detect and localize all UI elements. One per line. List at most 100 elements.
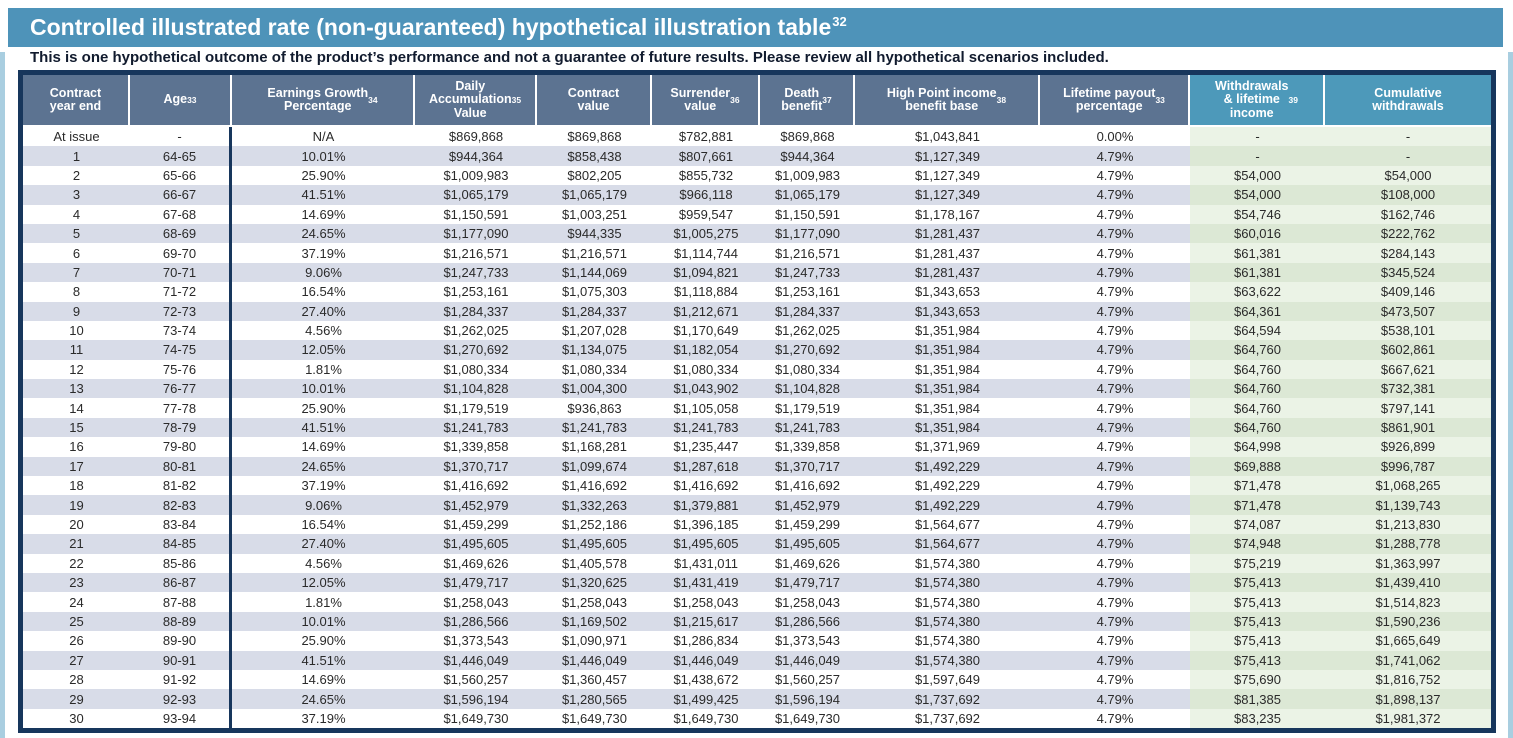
table-cell: 4.79% [1096, 710, 1134, 726]
table-cell: 4.79% [1096, 691, 1134, 707]
table-cell: 4.79% [1096, 594, 1134, 610]
table-cell: $1,281,437 [914, 245, 981, 261]
table-cell: 4.79% [1096, 400, 1134, 416]
table-cell: $284,143 [1325, 243, 1491, 263]
table-cell: 4.79% [1096, 264, 1134, 280]
table-cell: $64,760 [1190, 379, 1325, 399]
table-cell: $1,514,823 [1325, 592, 1491, 612]
table-cell: 4.79% [1096, 458, 1134, 474]
table-cell: $1,495,605 [673, 536, 739, 552]
table-cell: 3 [72, 187, 81, 203]
table-cell: $1,127,349 [914, 167, 981, 183]
table-row: 17 80-81 24.65% $1,370,717 $1,099,674 $1,287,… [23, 456, 1491, 477]
table-cell: $1,446,049 [673, 652, 739, 668]
table-cell: 70-71 [130, 262, 232, 283]
col-header-withdrawals-lifetime-income: Withdrawals & lifetime income 39 [1190, 75, 1325, 125]
table-cell: $1,043,841 [914, 129, 981, 145]
col-header-label: Daily Accumulation Value [428, 78, 512, 120]
table-cell: $162,746 [1325, 204, 1491, 224]
table-cell: 81-82 [130, 476, 232, 496]
table-row: 14 77-78 25.90% $1,179,519 $936,863 $1,105,05… [23, 398, 1491, 418]
table-cell: 11 [69, 342, 84, 358]
table-cell: $69,888 [1190, 456, 1325, 477]
table-cell: 4.79% [1096, 672, 1134, 688]
table-cell: - [1190, 146, 1325, 166]
table-cell: 21 [69, 536, 84, 552]
table-cell: 73-74 [130, 320, 232, 341]
table-cell: $64,760 [1190, 398, 1325, 418]
table-cell: $1,351,984 [914, 323, 981, 339]
table-cell: $1,898,137 [1325, 689, 1491, 709]
table-cell: 0.00% [1096, 129, 1134, 145]
table-cell: $75,413 [1190, 650, 1325, 670]
table-cell: $1,178,167 [914, 206, 981, 222]
table-row: 7 70-71 9.06% $1,247,733 $1,144,069 $1,094,82… [23, 262, 1491, 283]
table-cell: $1,235,447 [673, 439, 739, 455]
table-cell: 24.65% [301, 691, 346, 707]
table-cell: 5 [72, 226, 81, 242]
table-row: 1 64-65 10.01% $944,364 $858,438 $807,661 $944… [23, 146, 1491, 166]
table-cell: 2 [72, 167, 81, 183]
table-cell: $74,087 [1190, 514, 1325, 535]
table-cell: 74-75 [130, 340, 232, 360]
table-cell: $1,068,265 [1325, 476, 1491, 496]
table-cell: 1 [72, 148, 81, 164]
table-cell: 4.79% [1096, 439, 1134, 455]
table-cell: $1,416,692 [443, 478, 509, 494]
table-row: 2 65-66 25.90% $1,009,983 $802,205 $855,732 $1… [23, 165, 1491, 186]
table-cell: $1,104,828 [774, 381, 841, 397]
table-cell: $54,746 [1190, 204, 1325, 224]
table-cell: 4.79% [1096, 323, 1134, 339]
table-cell: 12.05% [301, 575, 346, 591]
table-cell: 27 [69, 652, 84, 668]
table-row: 5 68-69 24.65% $1,177,090 $944,335 $1,005,275… [23, 223, 1491, 244]
table-cell: $64,361 [1190, 301, 1325, 321]
col-header-label: Age [163, 92, 188, 107]
table-cell: $1,649,730 [673, 710, 739, 726]
table-cell: 10 [69, 323, 84, 339]
table-cell: 9.06% [305, 264, 342, 280]
table-row: 20 83-84 16.54% $1,459,299 $1,252,186 $1,396,… [23, 514, 1491, 535]
table-cell: $1,596,194 [774, 691, 841, 707]
table-cell: $1,216,571 [774, 245, 841, 261]
table-cell: 41.51% [301, 652, 346, 668]
table-row: 8 71-72 16.54% $1,253,161 $1,075,303 $1,118,8… [23, 282, 1491, 302]
table-cell: $64,760 [1190, 417, 1325, 438]
table-row: 28 91-92 14.69% $1,560,257 $1,360,457 $1,438,… [23, 669, 1491, 690]
table-cell: 91-92 [130, 669, 232, 690]
table-cell: $1,258,043 [561, 594, 628, 610]
table-cell: $1,446,049 [443, 652, 509, 668]
col-header-earnings-growth-percentage: Earnings Growth Percentage 34 [232, 75, 415, 125]
table-cell: $1,009,983 [774, 167, 841, 183]
table-cell: $1,370,717 [443, 458, 509, 474]
table-cell: $1,446,049 [774, 652, 841, 668]
table-cell: 71-72 [130, 282, 232, 302]
table-row: 19 82-83 9.06% $1,452,979 $1,332,263 $1,379,8… [23, 495, 1491, 515]
table-cell: $944,364 [448, 148, 504, 164]
table-cell: $1,479,717 [774, 575, 841, 591]
table-cell: $1,168,281 [561, 439, 628, 455]
table-cell: $1,065,179 [561, 187, 628, 203]
table-cell: $1,351,984 [914, 342, 981, 358]
col-header-cumulative-withdrawals: Cumulative withdrawals [1325, 75, 1491, 125]
table-cell: $1,439,410 [1325, 572, 1491, 593]
table-cell: 4.79% [1096, 613, 1134, 629]
table-cell: $1,363,997 [1325, 553, 1491, 573]
table-cell: $1,281,437 [914, 226, 981, 242]
title-footnote-ref: 32 [832, 14, 847, 30]
table-cell: $1,009,983 [443, 167, 509, 183]
table-cell: 79-80 [130, 437, 232, 457]
table-cell: $1,127,349 [914, 148, 981, 164]
table-cell: $1,288,778 [1325, 534, 1491, 554]
table-row: 6 69-70 37.19% $1,216,571 $1,216,571 $1,114,7… [23, 243, 1491, 263]
table-cell: $869,868 [780, 129, 835, 145]
table-cell: $345,524 [1325, 262, 1491, 283]
table-cell: 13 [69, 381, 84, 397]
table-cell: $1,459,299 [443, 517, 509, 532]
table-cell: 37.19% [301, 245, 346, 261]
table-row: 4 67-68 14.69% $1,150,591 $1,003,251 $959,547… [23, 204, 1491, 224]
table-cell: $1,574,380 [914, 652, 981, 668]
table-cell: $1,320,625 [561, 575, 628, 591]
table-cell: 4.79% [1096, 361, 1134, 377]
table-cell: 18 [69, 478, 84, 494]
